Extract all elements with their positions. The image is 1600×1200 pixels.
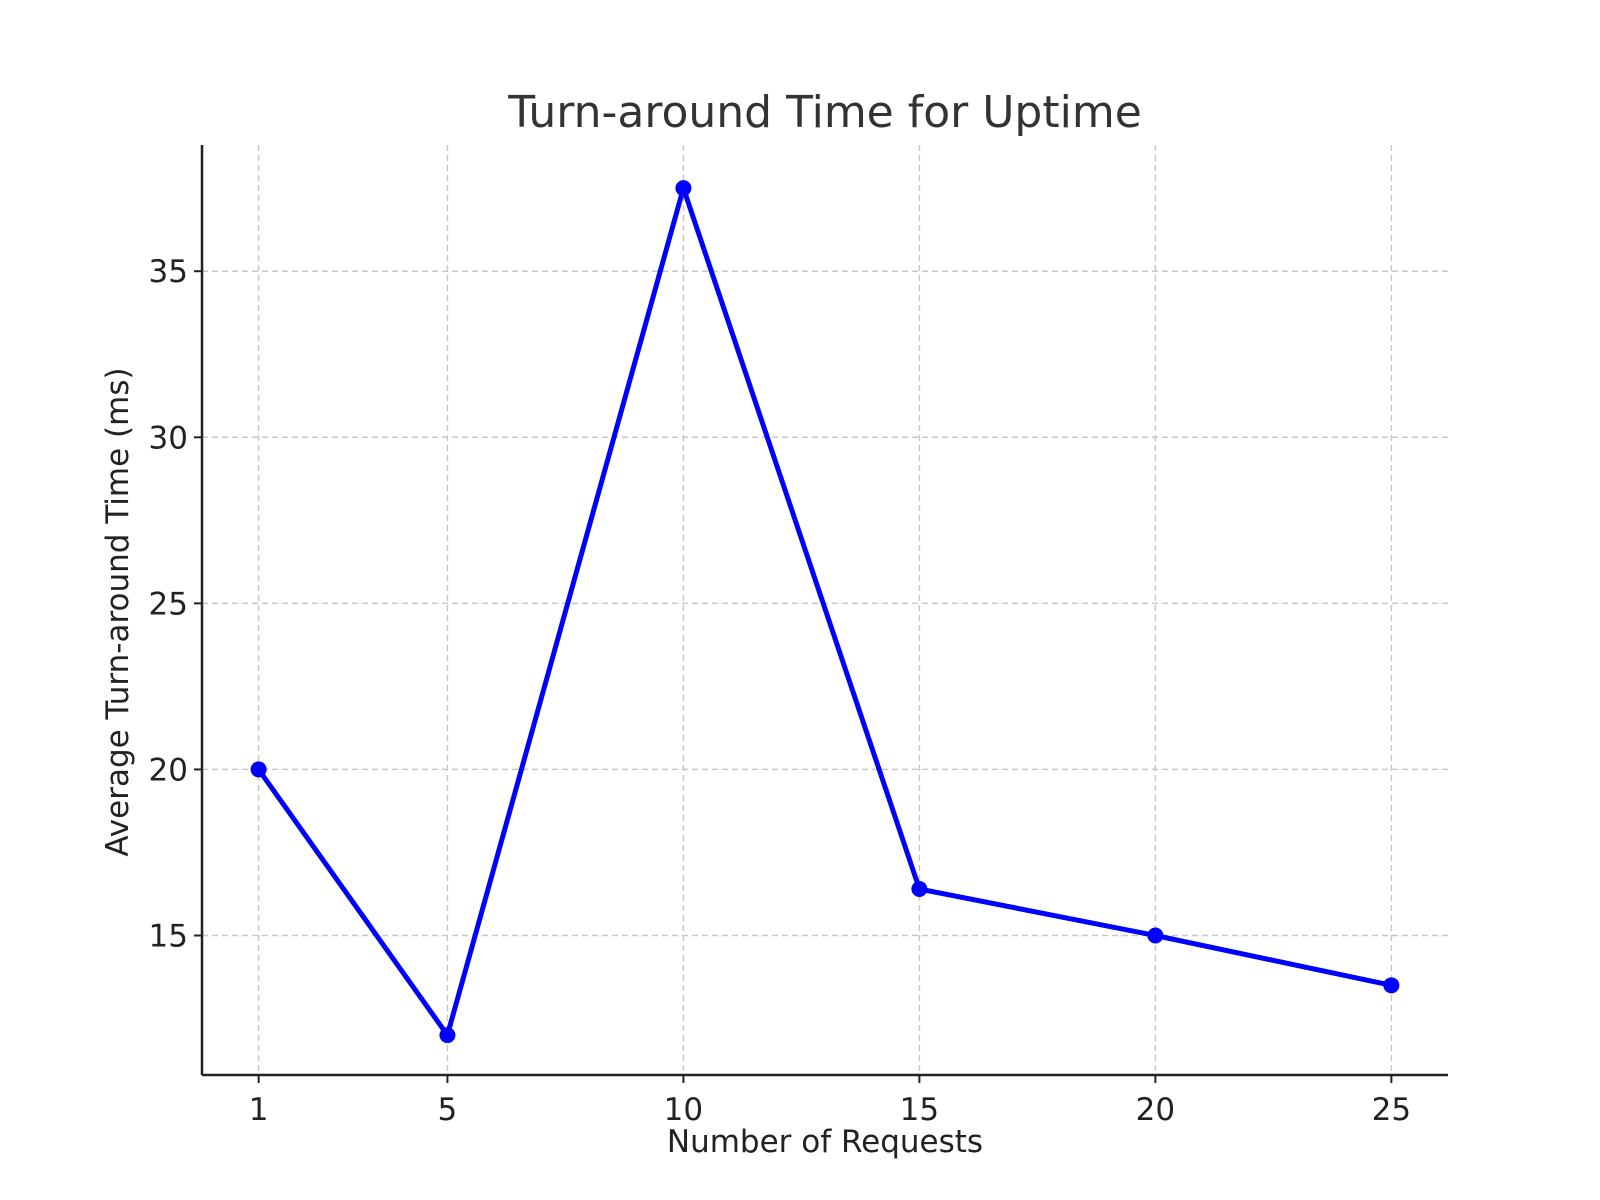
y-tick-label: 15 xyxy=(149,919,188,955)
x-tick-label: 10 xyxy=(664,1092,703,1128)
series xyxy=(250,180,1400,1044)
data-point xyxy=(439,1027,456,1044)
x-tick-label: 1 xyxy=(249,1092,269,1128)
y-tick-label: 25 xyxy=(149,586,188,622)
series-line xyxy=(256,185,1392,1038)
data-point xyxy=(675,180,692,197)
data-point xyxy=(1147,927,1164,944)
chart-title: Turn-around Time for Uptime xyxy=(507,87,1142,138)
x-axis-label: Number of Requests xyxy=(667,1124,983,1160)
data-point xyxy=(250,761,267,778)
x-tick-label: 5 xyxy=(438,1092,458,1128)
y-tick-label: 35 xyxy=(149,254,188,290)
axes xyxy=(200,145,1448,1077)
x-tick-label: 15 xyxy=(900,1092,939,1128)
y-tick-label: 20 xyxy=(149,752,188,788)
data-point xyxy=(911,881,928,897)
x-tick-label: 20 xyxy=(1136,1092,1175,1128)
y-axis-label: Average Turn-around Time (ms) xyxy=(100,367,136,856)
data-point xyxy=(1383,977,1400,994)
x-tick-label: 25 xyxy=(1372,1092,1411,1128)
y-tick-label: 30 xyxy=(149,420,188,456)
